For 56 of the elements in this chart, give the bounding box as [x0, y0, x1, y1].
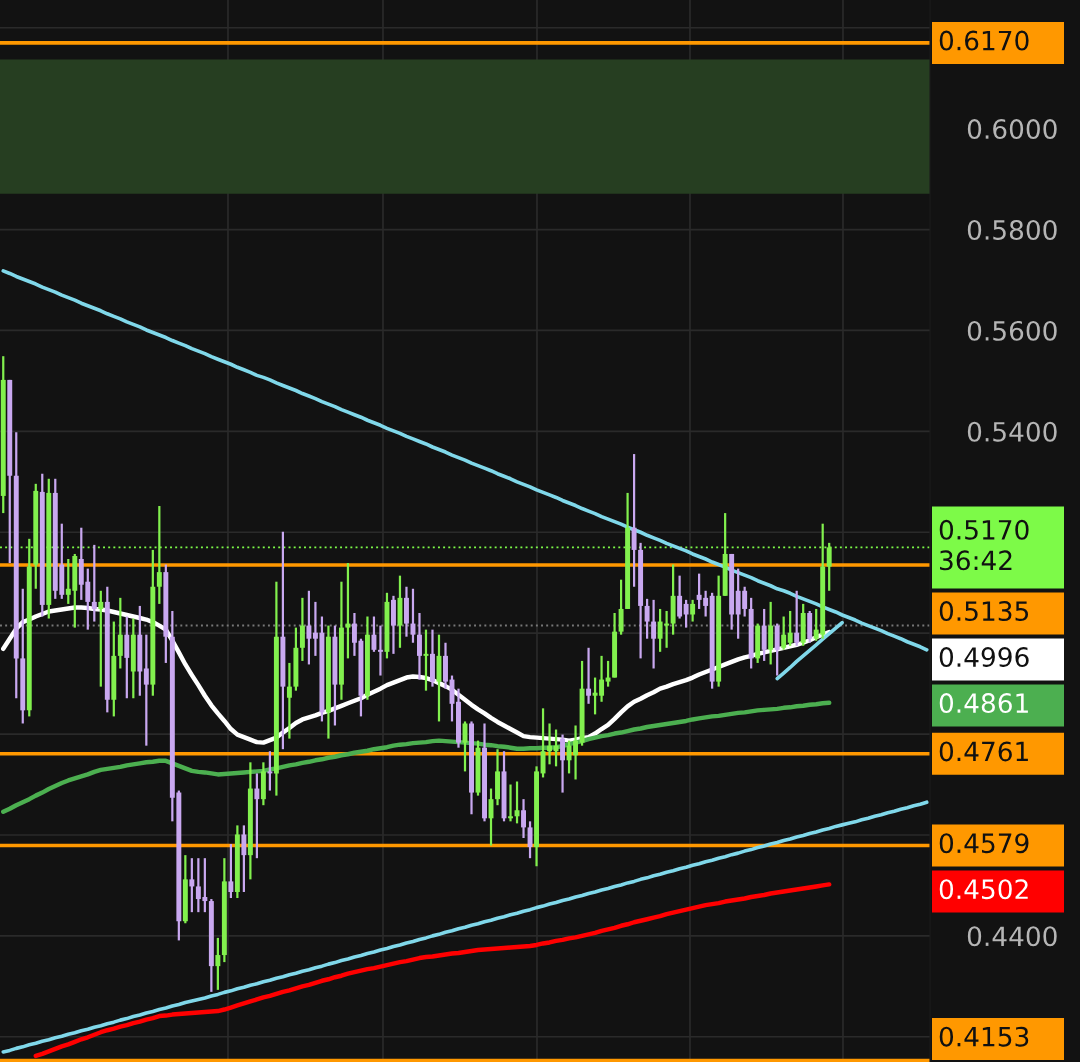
candlestick: [143, 633, 149, 747]
candlestick: [228, 842, 234, 900]
candlestick: [540, 707, 546, 779]
candlestick: [618, 578, 624, 636]
candlestick: [98, 589, 104, 688]
y-tick-label: 0.5600: [967, 320, 1057, 341]
candlestick: [286, 661, 292, 740]
candlestick: [787, 609, 793, 647]
y-tick-label: 0.6000: [967, 119, 1057, 140]
candlestick: [241, 824, 247, 894]
candlestick: [117, 596, 123, 670]
candlestick: [377, 624, 383, 677]
ref-line-label: 0.4579: [939, 833, 1029, 854]
candlestick: [508, 783, 513, 823]
candlestick: [651, 598, 657, 670]
ref-line-label: 0.5170 36:42: [939, 519, 1029, 571]
text: 0.4861: [939, 693, 1028, 714]
candlestick: [345, 561, 351, 660]
candlestick: [215, 936, 221, 991]
candlestick: [547, 722, 553, 766]
candlestick: [644, 597, 650, 640]
candlestick: [586, 646, 592, 705]
y-tick-label: 0.5800: [967, 219, 1057, 240]
candlestick: [690, 598, 696, 623]
candlestick: [267, 750, 273, 792]
line-series: [33, 882, 832, 1059]
candlestick: [254, 772, 260, 860]
candlestick: [677, 574, 683, 620]
candlestick: [306, 589, 312, 666]
line-series: [1, 800, 929, 1054]
candlestick: [299, 596, 305, 663]
candlestick: [683, 598, 689, 629]
ref-line-label: 0.4761: [939, 741, 1028, 762]
candlestick: [417, 611, 422, 681]
candlestick: [560, 733, 566, 794]
candlestick: [605, 659, 611, 688]
line-series: [1, 700, 832, 814]
ref-line-label: 0.5135: [939, 601, 1029, 622]
candlestick: [189, 857, 195, 914]
y-tick-label: 0.5400: [967, 421, 1057, 442]
ref-line-label: 0.6170: [939, 30, 1029, 51]
text: 0.4502: [939, 879, 1028, 900]
candlestick: [527, 820, 533, 860]
candlestick: [91, 543, 97, 623]
candlestick: [553, 728, 559, 768]
line-series: [1, 269, 929, 652]
line-series: [775, 620, 845, 681]
candlestick: [794, 589, 800, 647]
candlestick: [781, 615, 787, 651]
y-tick-label: 0.4400: [967, 926, 1057, 947]
ref-line-label: 0.4153: [939, 1026, 1029, 1047]
candlestick: [371, 615, 377, 653]
candlestick: [521, 798, 526, 840]
candlestick: [124, 615, 130, 700]
text: 0.4996: [939, 647, 1029, 668]
candlestick: [631, 452, 637, 588]
